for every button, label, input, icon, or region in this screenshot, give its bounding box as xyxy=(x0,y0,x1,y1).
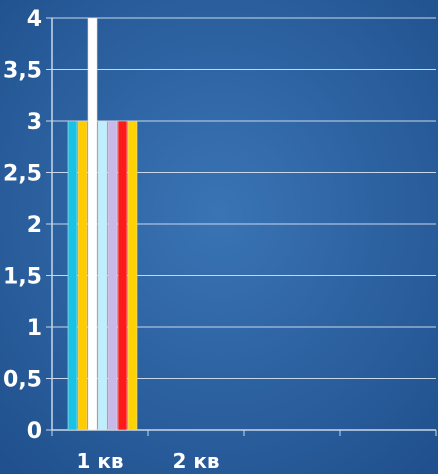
y-tick-label: 3 xyxy=(27,110,42,135)
bar xyxy=(77,120,88,431)
bar xyxy=(127,120,138,431)
bar xyxy=(87,17,98,431)
y-tick-label: 0,5 xyxy=(3,368,42,393)
bars xyxy=(67,17,138,431)
y-tick-label: 2,5 xyxy=(3,162,42,187)
bar xyxy=(107,120,118,431)
x-category-label: 1 кв xyxy=(76,449,123,473)
x-category-label: 2 кв xyxy=(172,449,219,473)
y-tick-label: 1,5 xyxy=(3,265,42,290)
bar xyxy=(67,120,78,431)
axis-labels: 0 0,5 1 1,5 2 2,5 3 3,5 4 1 кв 2 кв xyxy=(3,7,220,473)
y-tick-label: 4 xyxy=(27,7,42,32)
bar xyxy=(97,120,108,431)
y-tick-label: 2 xyxy=(27,213,42,238)
bar xyxy=(117,120,128,431)
y-tick-label: 3,5 xyxy=(3,59,42,84)
y-tick-label: 0 xyxy=(27,419,42,444)
y-tick-label: 1 xyxy=(27,316,42,341)
